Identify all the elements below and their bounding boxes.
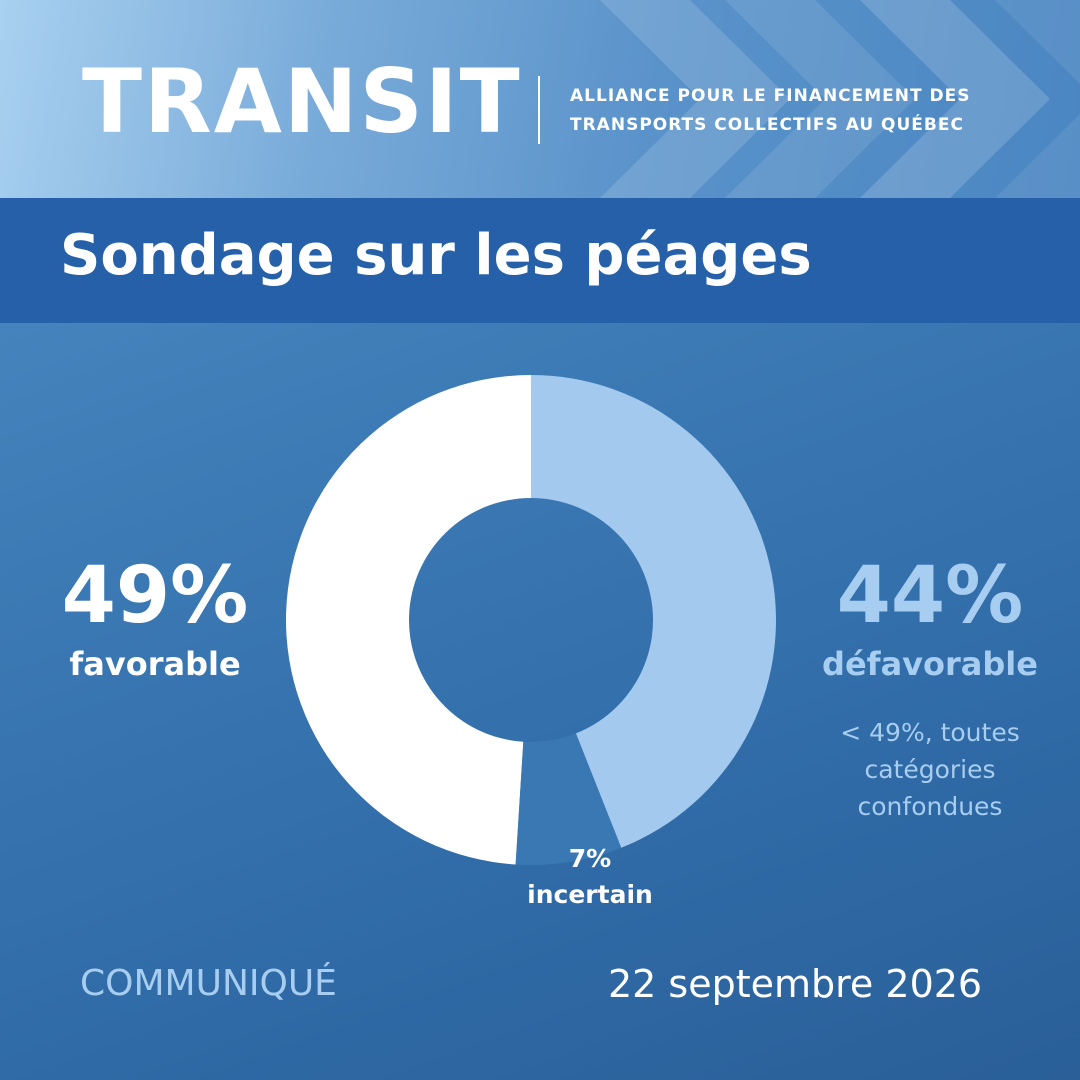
org-line-1: ALLIANCE POUR LE FINANCEMENT DES (570, 86, 971, 106)
value-label-defavorable: 44% (836, 551, 1024, 641)
slice-favorable (286, 375, 531, 865)
value-label-incertain: 7% (568, 844, 612, 873)
release-date: 22 septembre 2026 (608, 962, 983, 1006)
brand-logo: TRANSIT (82, 50, 522, 153)
header-divider (538, 76, 540, 144)
note-line-2: catégories (864, 755, 996, 784)
note-line-3: confondues (857, 792, 1003, 821)
title-banner: Sondage sur les péages (0, 198, 1080, 323)
category-label-incertain: incertain (527, 880, 653, 909)
category-label-defavorable: défavorable (822, 645, 1038, 683)
communique-label: COMMUNIQUÉ (80, 963, 337, 1004)
defavorable-note: < 49%, toutes catégories confondues (820, 714, 1040, 825)
slice-incertain (515, 733, 622, 865)
org-line-2: TRANSPORTS COLLECTIFS AU QUÉBEC (570, 115, 964, 135)
header: TRANSIT ALLIANCE POUR LE FINANCEMENT DES… (0, 0, 1080, 198)
value-label-favorable: 49% (61, 551, 249, 641)
slice-defavorable (531, 375, 776, 848)
note-line-1: < 49%, toutes (840, 718, 1020, 747)
category-label-favorable: favorable (69, 645, 241, 683)
organization-name: ALLIANCE POUR LE FINANCEMENT DES TRANSPO… (570, 82, 1050, 140)
chevron-pattern (600, 0, 1080, 198)
page-title: Sondage sur les péages (60, 223, 812, 288)
